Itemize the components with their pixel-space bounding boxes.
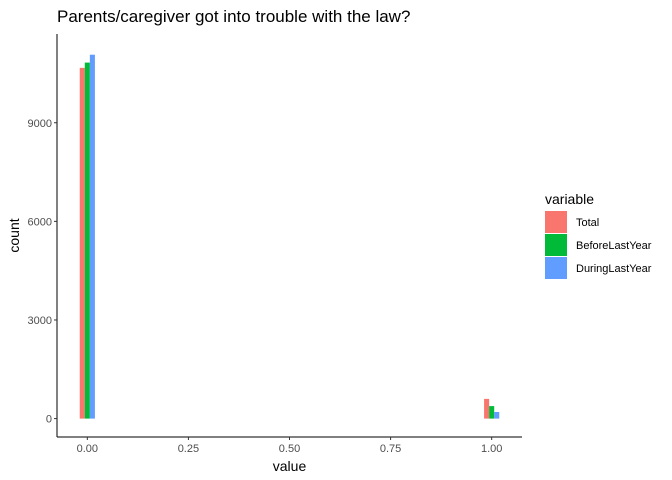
x-axis-title: value (273, 458, 307, 474)
legend-label-BeforeLastYear: BeforeLastYear (576, 240, 652, 252)
x-tick-label: 0.75 (380, 443, 401, 455)
bar-DuringLastYear-0 (89, 54, 95, 419)
y-tick-label: 0 (46, 414, 52, 426)
y-axis-ticks: 0 3000 6000 9000 (28, 118, 57, 426)
x-axis-ticks: 0.00 0.25 0.50 0.75 1.00 (77, 437, 502, 455)
x-tick-label: 1.00 (481, 443, 502, 455)
y-axis-title: count (6, 218, 22, 252)
bar-Total-0 (79, 67, 85, 419)
legend-label-DuringLastYear: DuringLastYear (576, 263, 652, 275)
legend-label-Total: Total (576, 217, 599, 229)
y-tick-label: 9000 (28, 118, 52, 130)
bar-BeforeLastYear-1 (489, 406, 495, 419)
bar-Total-1 (484, 398, 490, 419)
bar-DuringLastYear-1 (494, 412, 500, 419)
chart-title: Parents/caregiver got into trouble with … (57, 7, 410, 26)
plot-area (79, 54, 500, 419)
y-tick-label: 6000 (28, 216, 52, 228)
legend-key-BeforeLastYear (545, 234, 567, 256)
bar-BeforeLastYear-0 (84, 62, 90, 419)
legend-key-Total (545, 211, 567, 233)
y-tick-label: 3000 (28, 315, 52, 327)
legend-key-DuringLastYear (545, 257, 567, 279)
x-tick-label: 0.00 (77, 443, 98, 455)
legend-title: variable (545, 191, 594, 207)
legend: Total BeforeLastYear DuringLastYear (545, 211, 652, 279)
x-tick-label: 0.25 (178, 443, 199, 455)
x-tick-label: 0.50 (279, 443, 300, 455)
